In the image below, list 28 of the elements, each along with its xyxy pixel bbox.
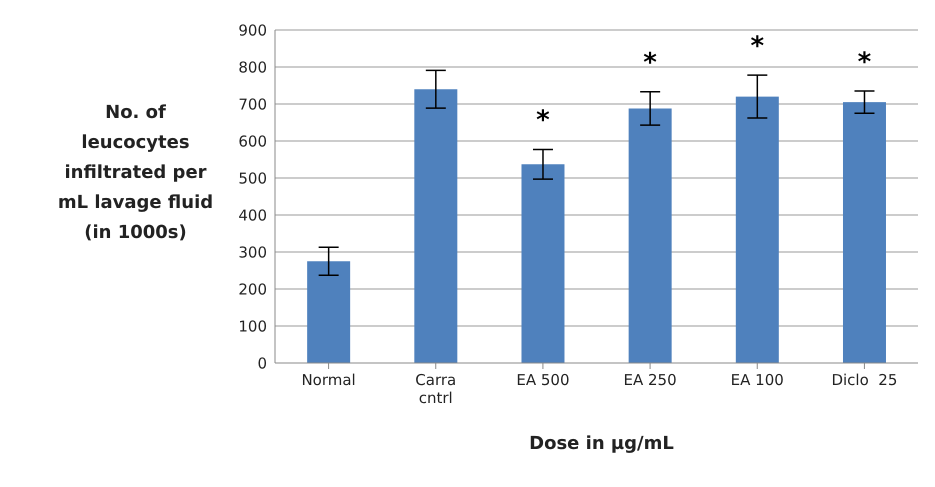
bar <box>842 102 886 363</box>
x-axis-title: Dose in µg/mL <box>528 433 675 454</box>
y-tick-label: 600 <box>238 132 267 150</box>
x-tick-label: Carra cntrl <box>415 371 456 407</box>
data-label: * <box>750 31 764 62</box>
bar <box>628 108 672 363</box>
bar <box>307 261 350 363</box>
data-label: * <box>858 47 872 78</box>
y-tick-label: 900 <box>238 21 267 40</box>
x-tick-label: EA 100 <box>730 371 784 389</box>
y-tick-label: 800 <box>238 58 267 76</box>
data-label: * <box>536 106 550 136</box>
y-tick-label: 300 <box>238 243 267 262</box>
bar <box>736 96 779 363</box>
x-tick-label: Diclo 25 <box>831 371 898 389</box>
y-tick-label: 700 <box>238 95 267 114</box>
y-tick-label: 0 <box>257 354 267 372</box>
y-tick-label: 100 <box>238 317 267 336</box>
y-tick-label: 200 <box>238 280 267 298</box>
y-tick-label: 500 <box>238 169 267 188</box>
bar <box>521 164 564 363</box>
x-tick-label: EA 250 <box>624 371 677 389</box>
data-label: * <box>643 48 658 78</box>
y-tick-label: 400 <box>238 206 267 224</box>
x-tick-label: Normal <box>301 371 356 389</box>
y-axis-title: No. of leucocytes infiltrated per mL lavage fluid (in 1000s) <box>56 101 214 245</box>
bar <box>414 89 458 363</box>
x-tick-label: EA 500 <box>516 371 570 389</box>
